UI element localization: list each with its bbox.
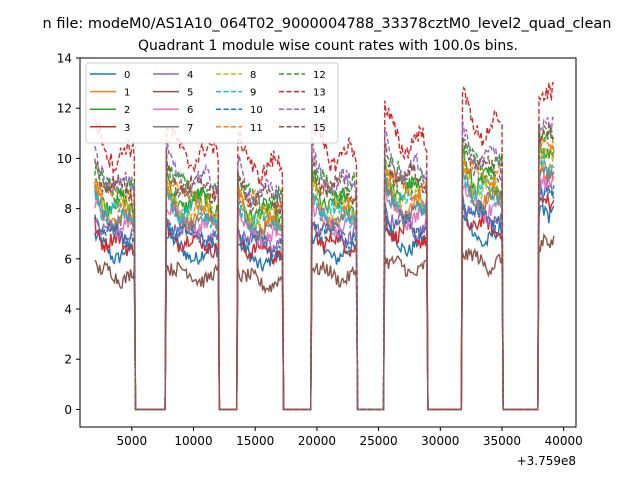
series-line-7 [94, 165, 555, 411]
legend-label-5: 5 [187, 88, 193, 99]
axes-frame [79, 57, 577, 428]
series-line-15 [94, 123, 555, 411]
x-tick-label: 20000 [298, 434, 336, 448]
x-tick-label: 35000 [483, 434, 521, 448]
x-tick-label: 10000 [174, 434, 212, 448]
legend-box [85, 62, 339, 144]
legend-label-13: 13 [313, 88, 326, 99]
legend-label-10: 10 [250, 105, 263, 116]
legend-label-7: 7 [187, 123, 193, 134]
series-line-8 [94, 146, 555, 411]
legend-label-15: 15 [313, 123, 326, 134]
series-line-13 [94, 82, 554, 411]
x-tick-label: 25000 [359, 434, 397, 448]
y-tick-label: 12 [57, 102, 72, 116]
plot-lines [94, 82, 555, 411]
series-line-14 [94, 116, 554, 411]
y-tick-label: 4 [64, 303, 72, 317]
legend-label-0: 0 [124, 70, 130, 81]
x-tick-label: 40000 [545, 434, 583, 448]
x-tick-label: 30000 [421, 434, 459, 448]
legend-label-12: 12 [313, 70, 326, 81]
legend-label-9: 9 [250, 88, 256, 99]
y-tick-label: 6 [64, 252, 72, 266]
legend-label-2: 2 [124, 105, 130, 116]
y-tick-label: 10 [57, 152, 72, 166]
y-tick-label: 2 [64, 353, 72, 367]
x-tick-label: 15000 [236, 434, 274, 448]
legend-label-4: 4 [187, 70, 193, 81]
x-axis-offset-label: +3.759e8 [517, 454, 576, 468]
chart-title: Quadrant 1 module wise count rates with … [138, 38, 518, 54]
legend-label-11: 11 [250, 123, 263, 134]
legend-label-6: 6 [187, 105, 193, 116]
legend-label-1: 1 [124, 88, 130, 99]
x-axis: 5000 10000 15000 20000 25000 30000 35000 40000 [117, 427, 583, 448]
figure-suptitle: n file: modeM0/AS1A10_064T02_9000004788_… [43, 16, 612, 32]
series-line-0 [94, 203, 555, 411]
y-tick-label: 0 [64, 403, 72, 417]
legend-label-3: 3 [124, 123, 130, 134]
series-line-5 [94, 233, 555, 411]
y-tick-label: 8 [64, 202, 72, 216]
x-tick-label: 5000 [117, 434, 148, 448]
series-line-12 [94, 127, 555, 411]
legend-label-8: 8 [250, 70, 256, 81]
legend-label-14: 14 [313, 105, 326, 116]
series-line-10 [94, 185, 555, 411]
y-axis: 0 2 4 6 8 10 12 14 [57, 52, 80, 417]
y-tick-label: 14 [57, 52, 72, 66]
series-line-9 [94, 153, 555, 411]
